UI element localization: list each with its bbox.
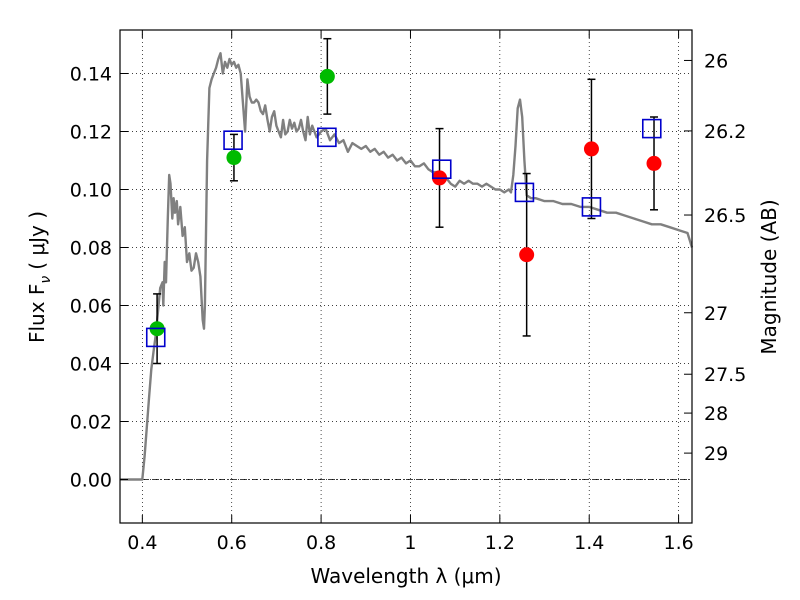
y-axis-label-unit: ( μJy ): [25, 211, 49, 270]
model-box-marker: [223, 130, 243, 150]
model-box-marker: [431, 159, 452, 179]
y-tick-labels: 0.00 0.02 0.04 0.06 0.08 0.10 0.12 0.14: [70, 64, 112, 492]
x-tick-label: 1.2: [485, 532, 515, 554]
x-tick-label: 0.4: [127, 532, 157, 554]
model-box-marker: [514, 182, 535, 203]
y-tick-label: 0.10: [70, 180, 112, 202]
x-tick-labels: 0.4 0.6 0.8 1 1.2 1.4 1.6: [127, 532, 693, 554]
y-tick-label: 0.00: [70, 470, 112, 492]
model-boxes: [145, 118, 662, 348]
model-spectrum-line: [120, 52, 694, 481]
y-tick-label: 0.12: [70, 122, 112, 144]
red-data-point: [646, 155, 662, 171]
y-tick-label: 0.08: [70, 238, 112, 260]
right-tick-label: 26.2: [704, 121, 746, 143]
model-box-marker: [581, 197, 602, 217]
model-box-marker: [145, 327, 166, 348]
x-tick-label: 0.6: [217, 532, 247, 554]
data-markers: [149, 68, 662, 337]
y-axis-label-right: Magnitude (AB): [757, 199, 781, 354]
y-tick-label: 0.14: [70, 64, 112, 86]
model-box-marker: [641, 118, 662, 139]
right-tick-label: 26.5: [704, 205, 746, 227]
green-data-point: [319, 68, 335, 84]
x-tick-label: 1.4: [574, 532, 604, 554]
model-spectrum: [120, 52, 694, 481]
axis-ticks: [120, 30, 692, 523]
y-axis-label-main: Flux F: [25, 284, 49, 343]
red-data-point: [583, 141, 599, 157]
right-tick-label: 28: [704, 403, 728, 425]
right-tick-label: 27.5: [704, 364, 746, 386]
y-tick-label: 0.02: [70, 412, 112, 434]
red-data-point: [519, 247, 535, 263]
y-tick-label: 0.04: [70, 354, 112, 376]
plot-frame: [119, 29, 693, 524]
right-tick-label: 26: [704, 50, 728, 72]
x-tick-label: 1.6: [663, 532, 693, 554]
right-tick-label: 29: [704, 443, 728, 465]
right-tick-labels: 26 26.2 26.5 27 27.5 28 29: [704, 50, 746, 465]
y-axis-label-subscript: ν: [38, 276, 54, 284]
y-axis-label-left: Flux Fν ( μJy ): [25, 211, 54, 343]
y-tick-label: 0.06: [70, 296, 112, 318]
green-data-point: [226, 150, 242, 166]
x-tick-label: 1: [404, 532, 416, 554]
right-tick-label: 27: [704, 303, 728, 325]
x-tick-label: 0.8: [306, 532, 336, 554]
model-box-marker: [317, 127, 337, 148]
x-axis-label: Wavelength λ (μm): [310, 564, 501, 588]
